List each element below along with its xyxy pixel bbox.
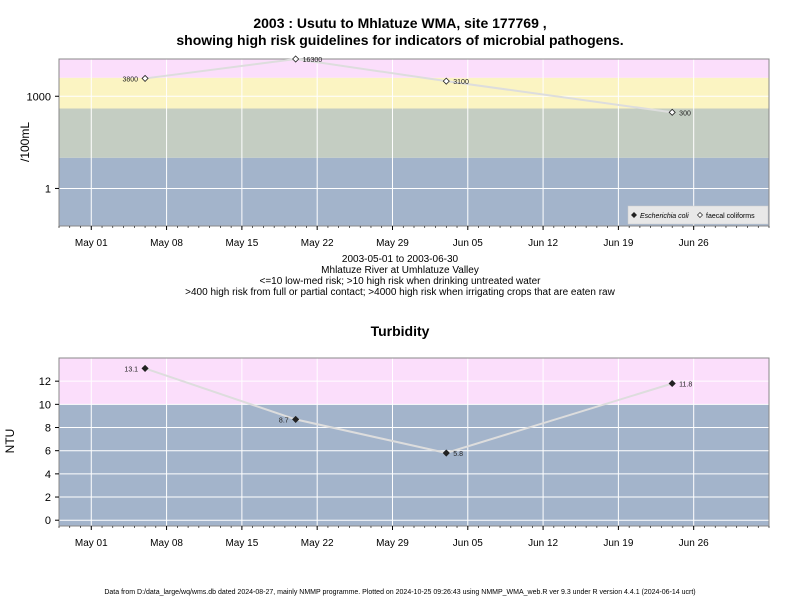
risk-band	[59, 77, 769, 109]
risk-band	[59, 404, 769, 526]
x-tick-label: Jun 19	[603, 238, 633, 249]
turbidity-title: Turbidity	[370, 323, 430, 339]
guideline-text-1: <=10 low-med risk; >10 high risk when dr…	[259, 276, 541, 287]
y-tick-label: 8	[45, 423, 51, 435]
y-tick-label: 12	[39, 376, 51, 388]
data-label: 3100	[453, 79, 469, 86]
data-point	[668, 108, 676, 116]
x-tick-label: May 01	[75, 538, 108, 549]
series-line	[144, 57, 673, 114]
x-tick-label: May 22	[301, 238, 334, 249]
footer-note: Data from D:/data_large/wq/wms.db dated …	[104, 589, 696, 596]
data-point	[292, 415, 300, 423]
data-point	[141, 74, 149, 83]
x-tick-label: May 01	[75, 238, 108, 249]
legend-marker	[697, 212, 703, 218]
data-point	[668, 379, 676, 388]
data-point	[292, 55, 300, 63]
legend-entry-label: Escherichia coli	[640, 213, 689, 220]
y-tick-label: 1	[45, 183, 51, 195]
guideline-text-2: >400 high risk from full or partial cont…	[185, 287, 615, 298]
x-tick-label: Jun 12	[528, 238, 558, 249]
x-tick-label: May 15	[225, 538, 258, 549]
data-point	[442, 77, 450, 85]
data-point	[442, 449, 450, 457]
x-tick-label: May 08	[150, 538, 183, 549]
legend-marker	[631, 212, 637, 218]
data-point	[141, 364, 149, 372]
x-tick-label: Jun 19	[603, 538, 633, 549]
data-label: 300	[679, 110, 691, 117]
site-name-text: Mhlatuze River at Umhlatuze Valley	[321, 265, 479, 276]
x-tick-label: Jun 05	[453, 238, 483, 249]
x-tick-label: Jun 05	[453, 538, 483, 549]
turbidity-y-axis-label: NTU	[3, 428, 17, 454]
y-tick-label: 6	[45, 446, 51, 458]
x-tick-label: May 15	[225, 238, 258, 249]
y-tick-label: 0	[45, 515, 51, 527]
chart-title-line1: 2003 : Usutu to Mhlatuze WMA, site 17776…	[253, 15, 547, 31]
x-tick-label: May 08	[150, 238, 183, 249]
risk-band	[59, 108, 769, 158]
microbial-chart: May 01 May 08 May 15 May 22 May 29 Jun 05 Jun …	[27, 55, 770, 249]
x-tick-label: May 29	[376, 238, 409, 249]
x-tick-label: May 29	[376, 538, 409, 549]
data-label: 3800	[122, 76, 138, 83]
data-label: 5.8	[453, 451, 463, 458]
data-label: 13.1	[124, 366, 138, 373]
legend-entry-label: faecal coliforms	[706, 213, 755, 220]
x-tick-label: Jun 12	[528, 538, 558, 549]
data-label: 11.8	[679, 381, 692, 388]
risk-band	[59, 59, 769, 78]
y-tick-label: 2	[45, 492, 51, 504]
data-label: 16300	[303, 57, 323, 64]
data-label: 8.7	[279, 417, 289, 424]
y-tick-label: 10	[39, 399, 51, 411]
turbidity-chart: May 01 May 08 May 15 May 22 May 29 Jun 05 Jun …	[39, 357, 770, 549]
series-line	[144, 367, 673, 455]
x-tick-label: Jun 26	[679, 538, 709, 549]
date-range-text: 2003-05-01 to 2003-06-30	[341, 254, 459, 265]
x-tick-label: Jun 26	[679, 238, 709, 249]
chart-title-line2: showing high risk guidelines for indicat…	[176, 32, 624, 48]
x-tick-label: May 22	[301, 538, 334, 549]
y-tick-label: 1000	[27, 91, 51, 103]
y-tick-label: 4	[45, 469, 51, 481]
